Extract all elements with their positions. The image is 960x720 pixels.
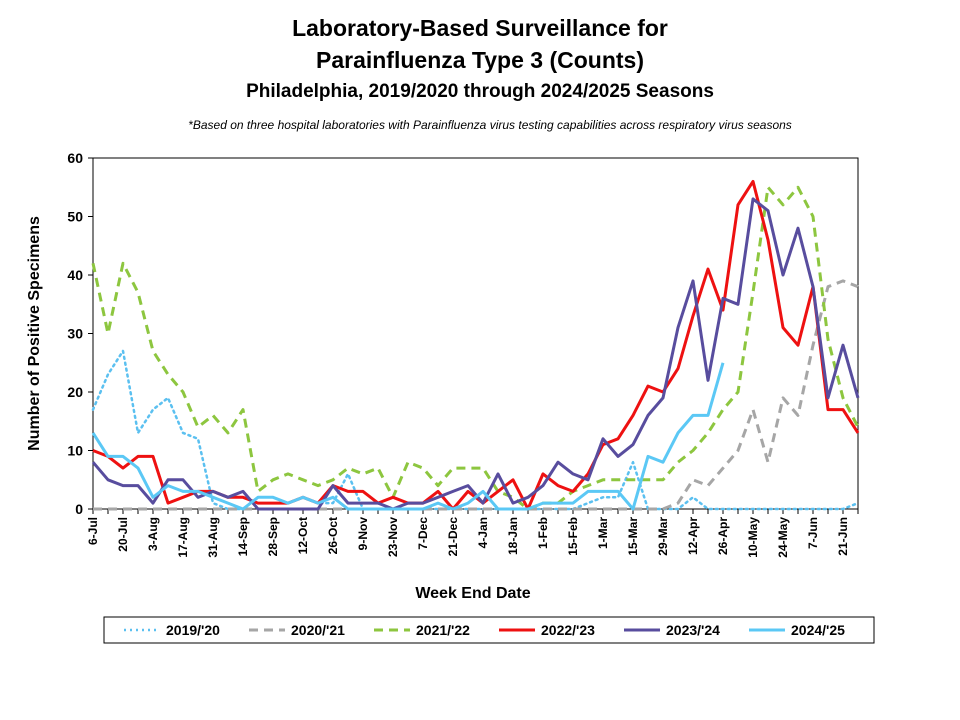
chart-subtitle: Philadelphia, 2019/2020 through 2024/202… <box>246 81 714 102</box>
x-tick-label: 12-Oct <box>296 517 310 554</box>
y-tick-label: 0 <box>75 501 83 517</box>
y-tick-label: 50 <box>67 209 83 225</box>
x-tick-label: 26-Oct <box>326 517 340 554</box>
plot-area <box>92 157 859 510</box>
legend-label: 2024/'25 <box>791 622 845 638</box>
x-tick-label: 10-May <box>746 517 760 558</box>
x-tick-label: 12-Apr <box>686 517 700 555</box>
x-tick-label: 23-Nov <box>386 517 400 557</box>
x-tick-label: 26-Apr <box>716 517 730 555</box>
x-tick-label: 9-Nov <box>356 517 370 551</box>
x-tick-label: 29-Mar <box>656 517 670 556</box>
legend-label: 2023/'24 <box>666 622 720 638</box>
x-tick-label: 15-Mar <box>626 517 640 556</box>
x-tick-label: 7-Dec <box>416 517 430 550</box>
legend-label: 2022/'23 <box>541 622 595 638</box>
series-line-3 <box>92 179 860 511</box>
y-tick-label: 60 <box>67 150 83 166</box>
series-line-0 <box>91 349 860 511</box>
x-tick-label: 31-Aug <box>206 517 220 558</box>
legend-label: 2019/'20 <box>166 622 220 638</box>
legend-label: 2020/'21 <box>291 622 345 638</box>
y-tick-label: 20 <box>67 384 83 400</box>
x-tick-label: 28-Sep <box>266 517 280 556</box>
y-axis-label: Number of Positive Specimens <box>26 216 43 451</box>
x-tick-label: 3-Aug <box>146 517 160 551</box>
y-tick-label: 10 <box>67 443 83 459</box>
x-tick-label: 7-Jun <box>806 517 820 549</box>
legend-label: 2021/'22 <box>416 622 470 638</box>
x-tick-label: 1-Mar <box>596 517 610 549</box>
x-tick-label: 21-Dec <box>446 517 460 557</box>
chart-title-line2: Parainfluenza Type 3 (Counts) <box>315 47 644 73</box>
x-tick-label: 21-Jun <box>836 517 850 556</box>
x-tick-label: 4-Jan <box>476 517 490 548</box>
x-tick-label: 24-May <box>776 517 790 558</box>
chart-title-line1: Laboratory-Based Surveillance for <box>292 15 668 41</box>
x-tick-label: 20-Jul <box>116 517 130 552</box>
x-axis-label: Week End Date <box>415 585 530 602</box>
x-tick-label: 1-Feb <box>536 517 550 549</box>
series-line-4 <box>91 197 860 511</box>
chart-note: *Based on three hospital laboratories wi… <box>188 118 792 132</box>
legend-box <box>103 616 875 644</box>
x-tick-label: 14-Sep <box>236 517 250 556</box>
y-tick-label: 40 <box>67 267 83 283</box>
x-tick-label: 17-Aug <box>176 517 190 558</box>
x-tick-label: 15-Feb <box>566 517 580 556</box>
series-line-1 <box>93 279 859 511</box>
series-line-2 <box>91 185 860 511</box>
x-tick-label: 18-Jan <box>506 517 520 555</box>
series-line-5 <box>91 362 725 511</box>
x-tick-label: 6-Jul <box>86 517 100 545</box>
y-tick-label: 30 <box>67 326 83 342</box>
